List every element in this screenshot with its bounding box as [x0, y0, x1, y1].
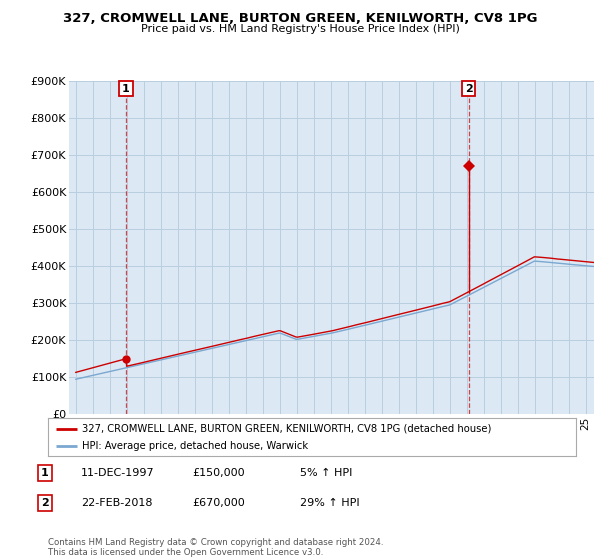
Text: Contains HM Land Registry data © Crown copyright and database right 2024.
This d: Contains HM Land Registry data © Crown c…	[48, 538, 383, 557]
Text: 327, CROMWELL LANE, BURTON GREEN, KENILWORTH, CV8 1PG: 327, CROMWELL LANE, BURTON GREEN, KENILW…	[63, 12, 537, 25]
Text: 327, CROMWELL LANE, BURTON GREEN, KENILWORTH, CV8 1PG (detached house): 327, CROMWELL LANE, BURTON GREEN, KENILW…	[82, 423, 491, 433]
Text: £670,000: £670,000	[192, 498, 245, 508]
Text: 2: 2	[465, 83, 472, 94]
Text: 11-DEC-1997: 11-DEC-1997	[81, 468, 155, 478]
Text: 22-FEB-2018: 22-FEB-2018	[81, 498, 152, 508]
Text: 1: 1	[41, 468, 49, 478]
Text: £150,000: £150,000	[192, 468, 245, 478]
Text: 5% ↑ HPI: 5% ↑ HPI	[300, 468, 352, 478]
Text: 2: 2	[41, 498, 49, 508]
Text: 1: 1	[122, 83, 130, 94]
Text: Price paid vs. HM Land Registry's House Price Index (HPI): Price paid vs. HM Land Registry's House …	[140, 24, 460, 34]
Text: HPI: Average price, detached house, Warwick: HPI: Average price, detached house, Warw…	[82, 441, 308, 451]
Text: 29% ↑ HPI: 29% ↑ HPI	[300, 498, 359, 508]
